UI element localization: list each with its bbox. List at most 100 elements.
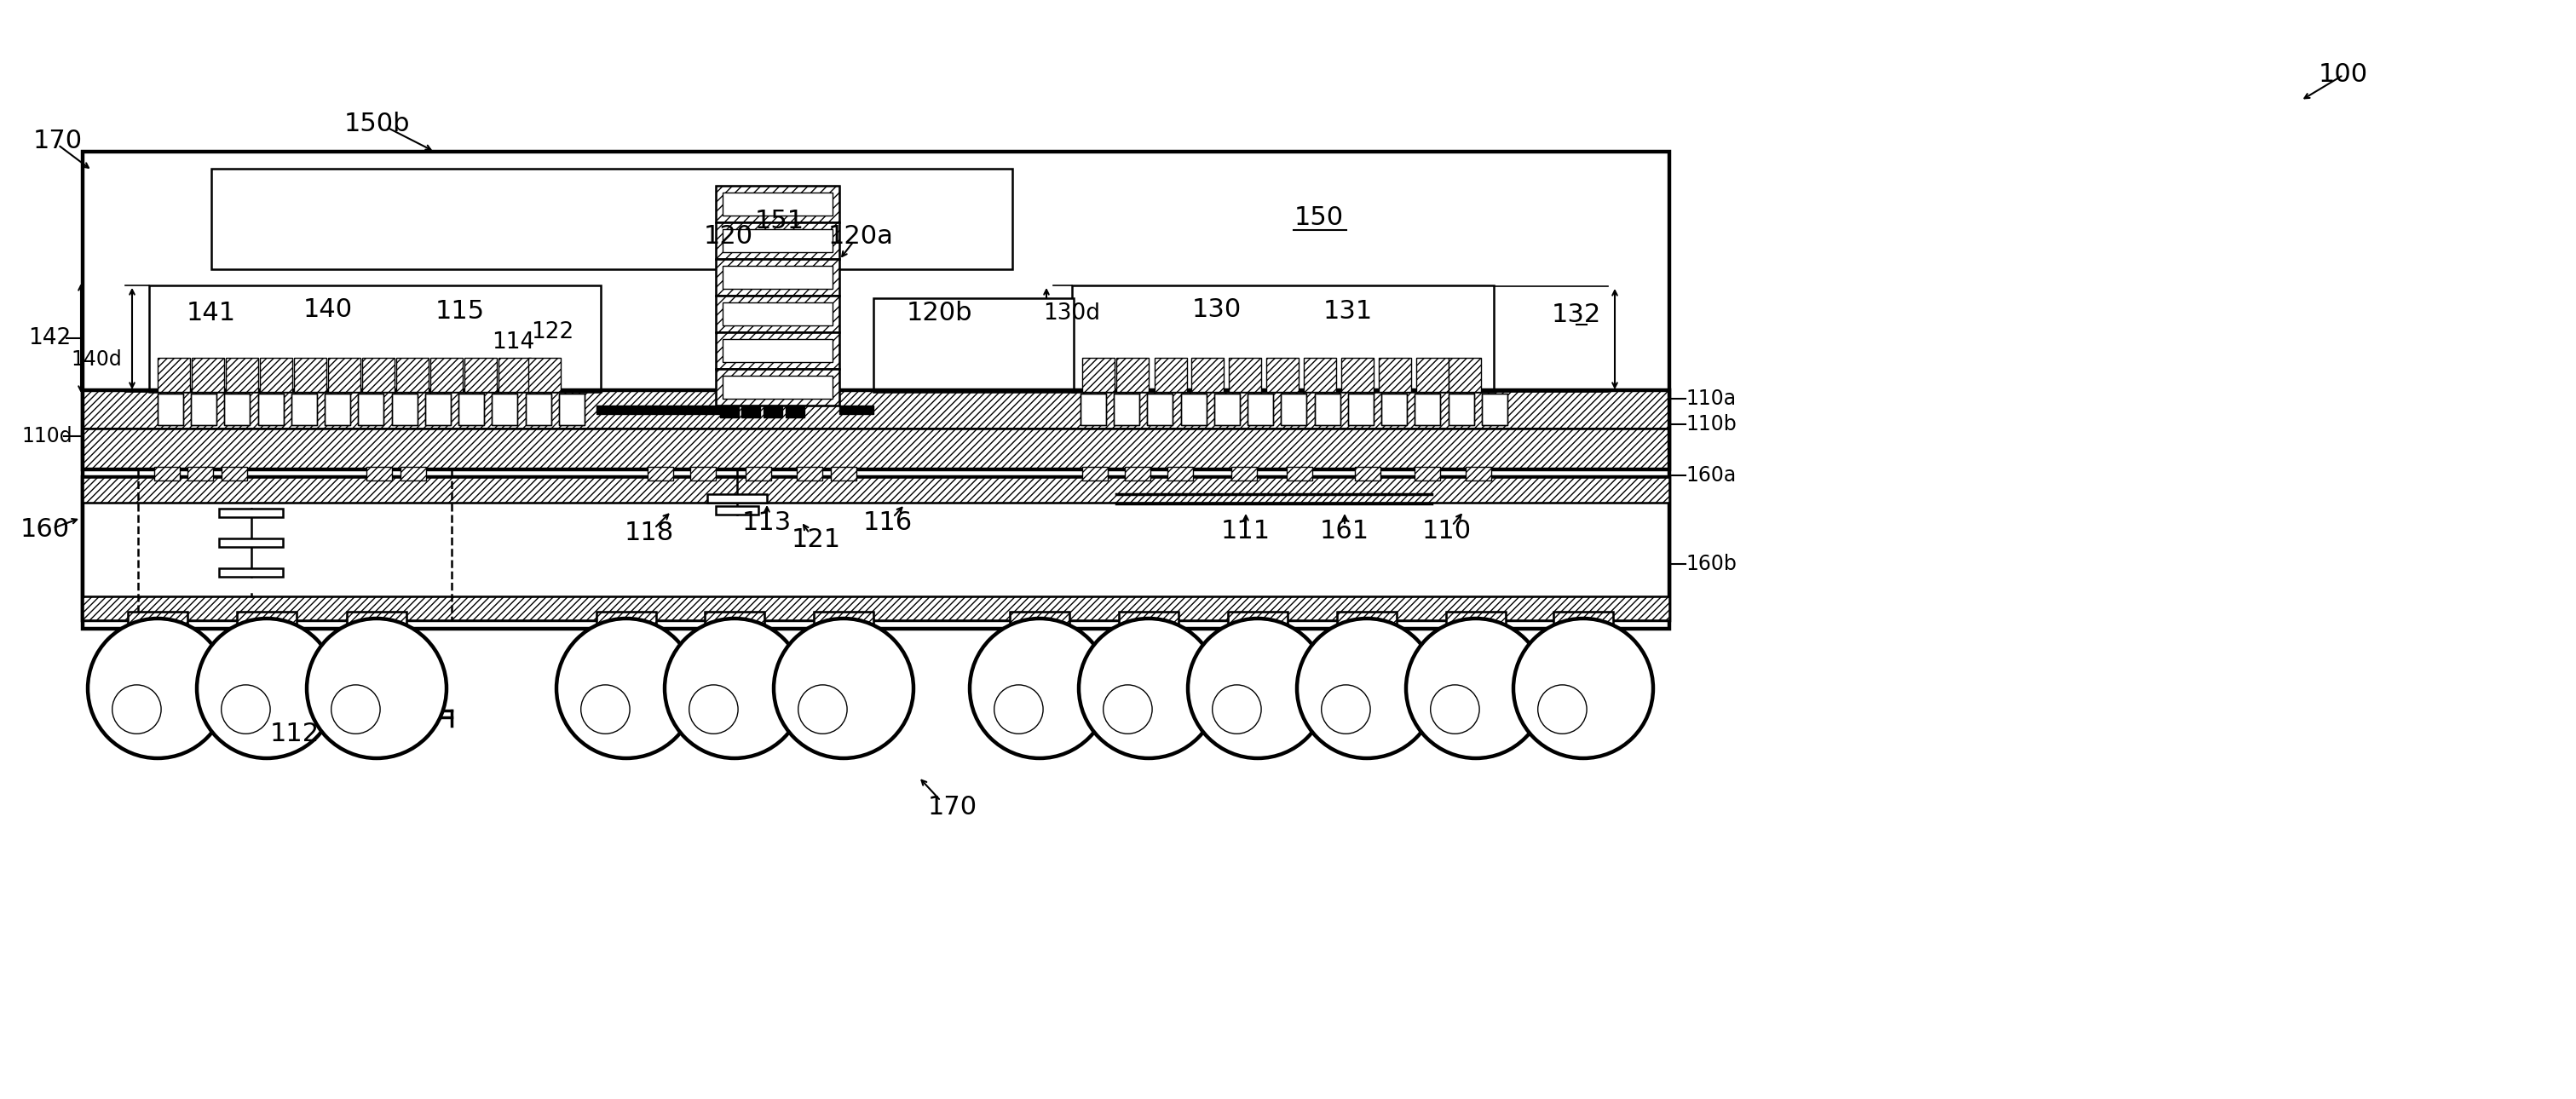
- Text: 150b: 150b: [343, 111, 410, 136]
- Bar: [1355, 467, 1381, 480]
- Bar: [1180, 393, 1206, 425]
- Bar: [258, 393, 283, 425]
- Text: 118: 118: [623, 520, 675, 545]
- Bar: [1553, 612, 1613, 631]
- Bar: [1288, 467, 1311, 480]
- Bar: [363, 358, 394, 392]
- Text: 131: 131: [1324, 299, 1373, 323]
- Bar: [1381, 393, 1406, 425]
- Bar: [82, 152, 1669, 629]
- Bar: [786, 406, 804, 418]
- Bar: [191, 393, 216, 425]
- Bar: [157, 393, 183, 425]
- Bar: [82, 477, 1669, 502]
- Bar: [399, 467, 425, 480]
- Bar: [219, 568, 283, 577]
- Bar: [526, 393, 551, 425]
- Bar: [222, 467, 247, 480]
- Bar: [358, 393, 384, 425]
- Circle shape: [556, 619, 696, 758]
- Text: 142: 142: [28, 328, 70, 349]
- Bar: [1267, 358, 1298, 392]
- Bar: [82, 390, 1669, 429]
- Bar: [327, 358, 361, 392]
- Text: 100: 100: [2318, 63, 2367, 87]
- Bar: [1079, 393, 1105, 425]
- Bar: [1167, 467, 1193, 480]
- Bar: [1417, 358, 1448, 392]
- Text: 116: 116: [863, 510, 912, 534]
- Text: 170: 170: [33, 129, 82, 153]
- Text: 160: 160: [21, 518, 70, 542]
- Bar: [724, 266, 832, 289]
- Bar: [1146, 393, 1172, 425]
- Text: 130: 130: [1193, 297, 1242, 322]
- Bar: [227, 358, 258, 392]
- Bar: [492, 393, 518, 425]
- Bar: [832, 467, 855, 480]
- Bar: [708, 495, 768, 502]
- Bar: [188, 467, 214, 480]
- Bar: [716, 186, 840, 222]
- Bar: [1481, 393, 1507, 425]
- Bar: [1082, 467, 1108, 480]
- Bar: [191, 393, 216, 425]
- Bar: [528, 358, 562, 392]
- Bar: [706, 612, 765, 631]
- Text: 120b: 120b: [907, 301, 971, 326]
- Bar: [1448, 393, 1473, 425]
- Text: 151: 151: [755, 209, 804, 234]
- Text: 110: 110: [1422, 519, 1471, 543]
- Circle shape: [969, 619, 1110, 758]
- Text: 141: 141: [185, 301, 237, 326]
- Bar: [237, 612, 296, 631]
- Bar: [1190, 358, 1224, 392]
- Bar: [1481, 393, 1507, 425]
- Bar: [1448, 393, 1473, 425]
- Bar: [598, 612, 657, 631]
- Bar: [1378, 358, 1412, 392]
- Bar: [814, 612, 873, 631]
- Bar: [1347, 393, 1373, 425]
- Text: 113: 113: [742, 510, 791, 534]
- Bar: [291, 393, 317, 425]
- Bar: [291, 393, 317, 425]
- Bar: [1337, 612, 1396, 631]
- Bar: [464, 358, 497, 392]
- Bar: [716, 186, 840, 222]
- Bar: [1229, 612, 1288, 631]
- Bar: [430, 358, 464, 392]
- Text: 110a: 110a: [1685, 388, 1736, 409]
- Bar: [157, 393, 183, 425]
- Bar: [348, 612, 407, 631]
- Bar: [1314, 393, 1340, 425]
- Bar: [325, 393, 350, 425]
- Bar: [526, 393, 551, 425]
- Bar: [1337, 612, 1396, 631]
- Bar: [1414, 467, 1440, 480]
- Text: 115: 115: [435, 299, 484, 323]
- Bar: [1247, 393, 1273, 425]
- Bar: [82, 390, 1669, 469]
- Bar: [1347, 393, 1373, 425]
- Bar: [762, 406, 783, 418]
- Bar: [149, 286, 600, 392]
- Bar: [721, 406, 739, 418]
- Bar: [224, 393, 250, 425]
- Circle shape: [1296, 619, 1437, 758]
- Bar: [1303, 358, 1337, 392]
- Bar: [366, 467, 392, 480]
- Bar: [1381, 393, 1406, 425]
- Bar: [82, 429, 1669, 469]
- Circle shape: [1406, 619, 1546, 758]
- Bar: [1126, 467, 1151, 480]
- Bar: [716, 296, 840, 332]
- Bar: [224, 393, 250, 425]
- Bar: [348, 612, 407, 631]
- Bar: [647, 467, 672, 480]
- Bar: [716, 296, 840, 332]
- Bar: [1082, 358, 1115, 392]
- Bar: [716, 369, 840, 406]
- Bar: [1072, 286, 1494, 392]
- Circle shape: [1188, 619, 1327, 758]
